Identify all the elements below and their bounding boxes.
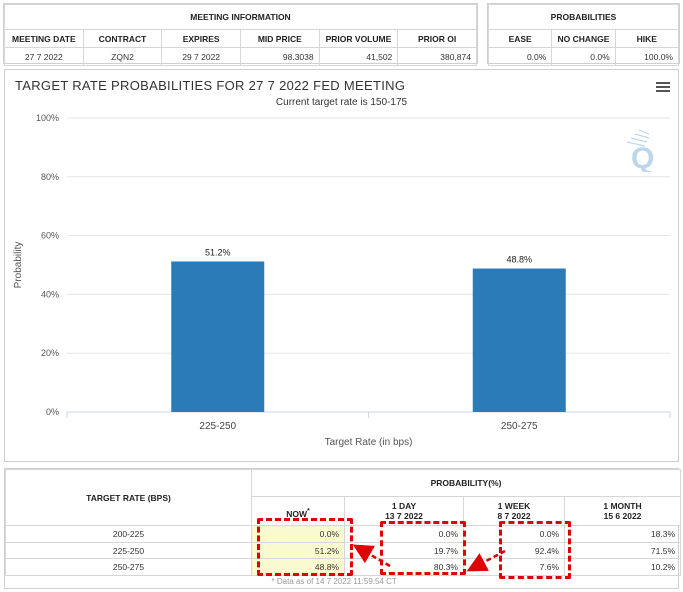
ease-value: 0.0% — [487, 47, 553, 66]
prior-oi-value: 380,874 — [397, 47, 477, 66]
y-tick-label: 80% — [41, 172, 59, 182]
contract-value: ZQN2 — [82, 47, 163, 66]
no-change-header: NO CHANGE — [551, 29, 616, 48]
one-month-cell: 71.5% — [563, 541, 682, 560]
probability-table-panel: TARGET RATE (BPS) PROBABILITY(%) NOW* 1 … — [4, 468, 682, 589]
cme-logo-letter: Q — [631, 142, 654, 172]
one-day-date: 13 7 2022 — [385, 511, 423, 522]
bar-value-label: 48.8% — [506, 255, 532, 265]
annotation-box-one-day — [380, 521, 466, 575]
no-change-value: 0.0% — [551, 47, 616, 66]
one-month-cell: 10.2% — [563, 558, 682, 576]
meeting-date-header: MEETING DATE — [4, 29, 84, 48]
y-tick-label: 20% — [41, 348, 59, 358]
ease-header: EASE — [487, 29, 553, 48]
hamburger-menu-icon[interactable] — [656, 82, 670, 94]
cme-logo: Q — [625, 128, 661, 181]
one-month-header: 1 MONTH 15 6 2022 — [563, 496, 682, 527]
target-rate-header: TARGET RATE (BPS) — [5, 468, 252, 527]
now-cell: 51.2% — [251, 541, 345, 560]
y-tick-label: 0% — [46, 407, 59, 417]
annotation-arrows — [352, 544, 506, 572]
one-week-label: 1 WEEK — [497, 501, 531, 512]
one-month-label: 1 MONTH — [603, 501, 642, 512]
one-month-date: 15 6 2022 — [603, 511, 642, 522]
probabilities-table: PROBABILITIES EASE NO CHANGE HIKE 0.0% 0… — [487, 4, 680, 66]
hike-header: HIKE — [614, 29, 680, 48]
meeting-info-panel: MEETING INFORMATION MEETING DATE CONTRAC… — [3, 3, 478, 66]
probabilities-title: PROBABILITIES — [488, 4, 679, 30]
expires-value: 29 7 2022 — [161, 47, 241, 66]
probabilities-panel: PROBABILITIES EASE NO CHANGE HIKE 0.0% 0… — [487, 3, 680, 66]
one-day-label: 1 DAY — [391, 501, 417, 512]
chart-subtitle: Current target rate is 150-175 — [275, 97, 408, 108]
one-week-date: 8 7 2022 — [497, 511, 531, 522]
meeting-date-value: 27 7 2022 — [4, 47, 84, 66]
probability-table: TARGET RATE (BPS) PROBABILITY(%) NOW* 1 … — [5, 468, 682, 588]
contract-header: CONTRACT — [82, 29, 163, 48]
cme-logo-icon: Q — [626, 129, 654, 175]
mid-price-header: MID PRICE — [239, 29, 320, 48]
x-tick-label: 225-250 — [199, 421, 236, 432]
annotation-arrow-1 — [352, 544, 391, 568]
meeting-info-table: MEETING INFORMATION MEETING DATE CONTRAC… — [4, 4, 477, 66]
x-tick-label: 250-275 — [501, 421, 538, 432]
annotation-box-one-week — [499, 521, 571, 579]
x-axis-title: Target Rate (in bps) — [325, 437, 413, 448]
table-row: 200-225 0.0% 0.0% 0.0% 18.3% — [5, 525, 682, 543]
chart-title: TARGET RATE PROBABILITIES FOR 27 7 2022 … — [15, 78, 406, 93]
y-axis-title: Probability — [13, 242, 24, 289]
bar — [472, 268, 566, 412]
hike-value: 100.0% — [614, 47, 680, 66]
now-marker: * — [307, 508, 310, 516]
y-tick-label: 100% — [36, 113, 59, 123]
now-label: NOW — [286, 509, 308, 520]
table-row: 250-275 48.8% 80.3% 7.6% 10.2% — [5, 558, 682, 576]
expires-header: EXPIRES — [161, 29, 241, 48]
chart-panel: TARGET RATE PROBABILITIES FOR 27 7 2022 … — [4, 69, 679, 462]
bar — [171, 261, 265, 412]
y-tick-label: 60% — [41, 231, 59, 241]
table-row: 225-250 51.2% 19.7% 92.4% 71.5% — [5, 541, 682, 560]
prior-volume-header: PRIOR VOLUME — [318, 29, 399, 48]
now-cell: 0.0% — [251, 525, 345, 543]
data-timestamp-footnote: * Data as of 14 7 2022 11:59:54 CT — [271, 577, 397, 587]
annotation-arrow-2 — [466, 549, 506, 572]
prior-volume-value: 41,502 — [318, 47, 399, 66]
y-tick-label: 40% — [41, 289, 59, 299]
mid-price-value: 98.3038 — [239, 47, 320, 66]
bar-value-label: 51.2% — [205, 247, 231, 257]
annotation-box-now — [257, 518, 353, 576]
meeting-info-title: MEETING INFORMATION — [4, 4, 477, 30]
one-month-cell: 18.3% — [563, 525, 682, 543]
bar-chart: 0% 20% 40% 60% 80% 100% 51.2% 225-250 48.8% 250-2… — [13, 113, 671, 448]
prior-oi-header: PRIOR OI — [397, 29, 477, 48]
